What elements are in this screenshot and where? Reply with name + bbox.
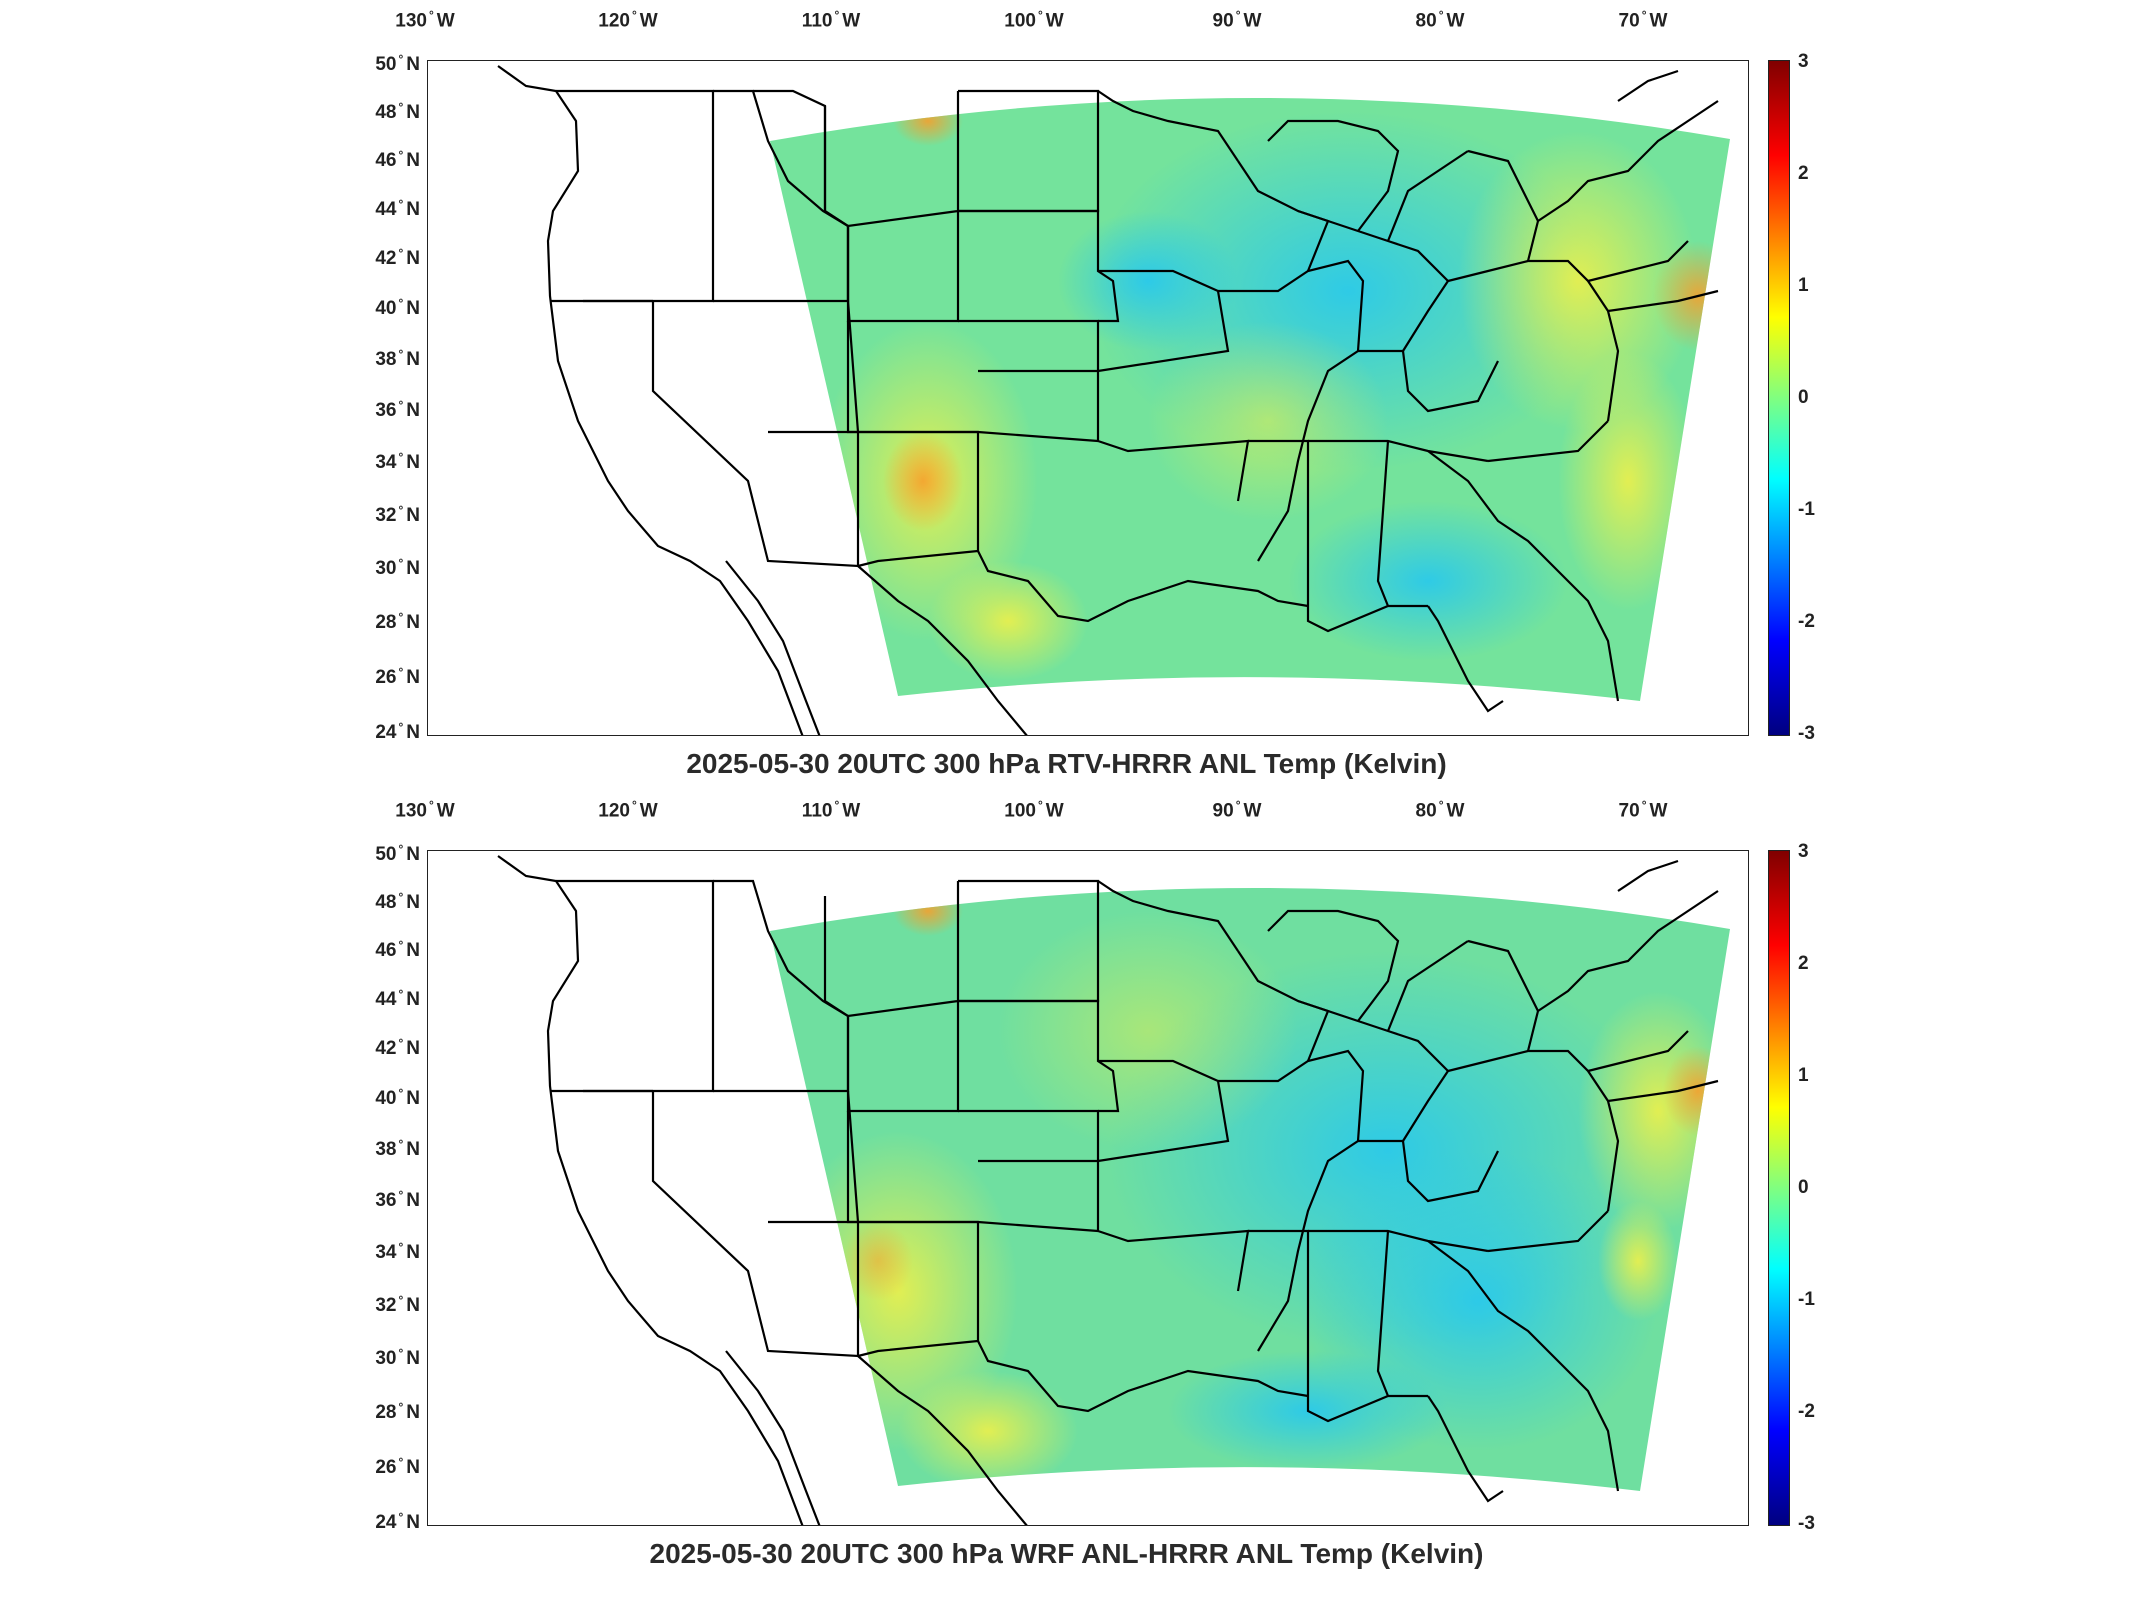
latitude-tick-label: 34 ° N — [375, 450, 420, 474]
longitude-tick-label: 90 ° W — [1212, 798, 1262, 822]
latitude-tick-label: 26 ° N — [375, 1454, 420, 1478]
longitude-tick-label: 80 ° W — [1415, 8, 1465, 32]
colorbar-tick-label: -1 — [1798, 1289, 1815, 1310]
longitude-tick-label: 100 ° W — [1004, 798, 1064, 822]
longitude-tick-label: 70 ° W — [1618, 8, 1668, 32]
latitude-tick-label: 48 ° N — [375, 889, 420, 913]
colorbar-tick-label: 0 — [1798, 1177, 1809, 1198]
colorbar-tick-label: 1 — [1798, 275, 1809, 296]
latitude-tick-label: 42 ° N — [375, 1035, 420, 1060]
latitude-tick-label: 38 ° N — [375, 346, 420, 371]
colorbar — [1768, 60, 1790, 736]
map-plot-area — [427, 60, 1749, 736]
panel-title: 2025-05-30 20UTC 300 hPa RTV-HRRR ANL Te… — [686, 748, 1447, 779]
latitude-tick-label: 40 ° N — [375, 1086, 420, 1110]
colorbar-tick-label: 2 — [1798, 163, 1809, 184]
longitude-tick-label: 70 ° W — [1618, 798, 1668, 822]
map-plot-area — [427, 850, 1749, 1526]
latitude-tick-label: 34 ° N — [375, 1240, 420, 1264]
longitude-tick-label: 110 ° W — [801, 8, 861, 32]
longitude-tick-label: 120 ° W — [598, 798, 658, 822]
panel-title: 2025-05-30 20UTC 300 hPa WRF ANL-HRRR AN… — [649, 1538, 1484, 1569]
latitude-tick-label: 32 ° N — [375, 502, 420, 527]
colorbar-tick-label: -2 — [1798, 1401, 1815, 1422]
colorbar-tick-label: -2 — [1798, 611, 1815, 632]
colorbar-tick-label: -3 — [1798, 1513, 1815, 1534]
temperature-difference-map — [497, 65, 1730, 735]
longitude-tick-label: 130 ° W — [395, 8, 455, 32]
colorbar-tick-label: -3 — [1798, 723, 1815, 744]
latitude-tick-label: 28 ° N — [375, 610, 420, 634]
latitude-tick-label: 44 ° N — [375, 986, 420, 1010]
latitude-tick-label: 30 ° N — [375, 1346, 420, 1370]
colorbar-tick-label: 1 — [1798, 1065, 1809, 1086]
latitude-tick-label: 28 ° N — [375, 1400, 420, 1424]
state-boundaries — [497, 855, 1719, 1525]
latitude-tick-label: 38 ° N — [375, 1136, 420, 1161]
longitude-tick-label: 80 ° W — [1415, 798, 1465, 822]
longitude-tick-label: 130 ° W — [395, 798, 455, 822]
latitude-tick-label: 36 ° N — [375, 1188, 420, 1212]
latitude-tick-label: 24 ° N — [375, 719, 420, 744]
latitude-tick-label: 44 ° N — [375, 196, 420, 220]
colorbar-tick-label: -1 — [1798, 499, 1815, 520]
latitude-tick-label: 36 ° N — [375, 398, 420, 422]
colorbar-tick-label: 2 — [1798, 953, 1809, 974]
latitude-tick-label: 50 ° N — [375, 51, 420, 76]
longitude-tick-label: 110 ° W — [801, 798, 861, 822]
temperature-difference-map — [497, 855, 1730, 1525]
colorbar — [1768, 850, 1790, 1526]
longitude-tick-label: 120 ° W — [598, 8, 658, 32]
latitude-tick-label: 26 ° N — [375, 664, 420, 688]
latitude-tick-label: 40 ° N — [375, 296, 420, 320]
latitude-tick-label: 32 ° N — [375, 1292, 420, 1317]
state-boundaries — [497, 65, 1719, 735]
latitude-tick-label: 48 ° N — [375, 99, 420, 123]
top-map-panel: 130 ° W 120 ° W 110 ° W 100 ° W 90 ° W 80 ° W 70 ° W 50 ° N 48 °… — [375, 8, 1815, 779]
latitude-tick-label: 50 ° N — [375, 841, 420, 866]
latitude-tick-label: 46 ° N — [375, 937, 420, 961]
latitude-tick-label: 42 ° N — [375, 245, 420, 270]
latitude-tick-label: 24 ° N — [375, 1509, 420, 1534]
longitude-tick-label: 90 ° W — [1212, 8, 1262, 32]
bottom-map-panel: 130 ° W 120 ° W 110 ° W 100 ° W 90 ° W 80 ° W 70 ° W 50 ° N 48 °… — [0, 790, 2133, 1590]
longitude-tick-label: 100 ° W — [1004, 8, 1064, 32]
latitude-tick-label: 46 ° N — [375, 147, 420, 171]
colorbar-tick-label: 3 — [1798, 51, 1809, 72]
colorbar-tick-label: 0 — [1798, 387, 1809, 408]
latitude-tick-label: 30 ° N — [375, 556, 420, 580]
colorbar-tick-label: 3 — [1798, 841, 1809, 862]
